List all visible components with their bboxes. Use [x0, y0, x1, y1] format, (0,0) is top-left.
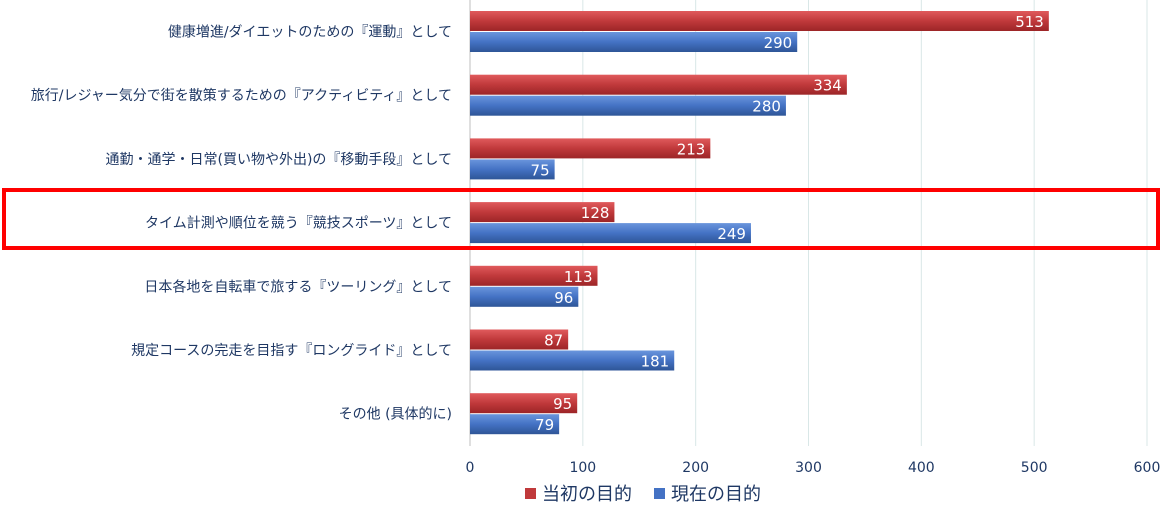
bar-current	[470, 95, 786, 116]
bar-value-initial: 213	[677, 140, 706, 158]
category-label: 旅行/レジャー気分で街を散策するための『アクティビティ』として	[31, 87, 452, 104]
highlight-box	[2, 188, 1160, 250]
category-label: その他 (具体的に)	[339, 407, 452, 423]
bar-value-initial: 87	[544, 332, 563, 350]
bar-value-initial: 113	[564, 268, 593, 286]
x-tick-label: 100	[569, 460, 596, 476]
category-label: 規定コースの完走を目指す『ロングライド』として	[131, 343, 452, 359]
x-tick-label: 200	[682, 460, 709, 476]
bar-current	[470, 159, 555, 180]
legend-label-initial: 当初の目的	[542, 484, 632, 505]
bar-value-current: 75	[531, 161, 550, 179]
bar-initial	[470, 138, 711, 159]
legend: 当初の目的 現在の目的	[0, 478, 1166, 508]
bar-current	[470, 414, 560, 435]
bar-current	[470, 223, 751, 244]
legend-item-current: 現在の目的	[654, 480, 761, 506]
bar-initial	[470, 202, 615, 223]
bar-initial	[470, 265, 598, 286]
bar-current	[470, 350, 675, 371]
category-label: 健康増進/ダイエットのための『運動』として	[168, 24, 452, 41]
bar-value-initial: 95	[553, 395, 572, 413]
category-label: 日本各地を自転車で旅する『ツーリング』として	[144, 278, 452, 295]
bar-value-current: 79	[535, 416, 554, 434]
bar-initial	[470, 329, 569, 350]
legend-swatch-initial	[525, 487, 536, 499]
x-tick-label: 500	[1021, 460, 1048, 476]
bar-value-initial: 334	[813, 77, 842, 95]
legend-label-current: 現在の目的	[671, 484, 761, 505]
x-tick-label: 400	[908, 460, 935, 476]
bar-initial	[470, 11, 1049, 31]
bar-chart: 0 100 200 300 400 500 600 健康増進/ダイエットのための『運動』として…	[31, 0, 1161, 476]
bar-initial	[470, 393, 578, 414]
bar-value-current: 96	[554, 289, 573, 307]
bar-initial	[470, 74, 847, 95]
bar-value-current: 290	[764, 34, 793, 52]
bar-value-initial: 128	[581, 204, 610, 222]
x-tick-label: 300	[795, 460, 822, 476]
bar-value-initial: 513	[1015, 13, 1044, 31]
bar-value-current: 181	[641, 353, 670, 371]
legend-swatch-current	[654, 487, 665, 499]
bar-value-current: 249	[717, 225, 746, 243]
x-tick-label: 0	[466, 460, 475, 476]
x-tick-label: 600	[1134, 460, 1161, 476]
bar-value-current: 280	[752, 98, 781, 116]
category-label: タイム計測や順位を競う『競技スポーツ』として	[145, 216, 452, 232]
category-label: 通勤・通学・日常(買い物や外出)の『移動手段』として	[105, 152, 452, 168]
legend-item-initial: 当初の目的	[405, 480, 632, 506]
bar-current	[470, 286, 579, 307]
bar-current	[470, 32, 798, 52]
